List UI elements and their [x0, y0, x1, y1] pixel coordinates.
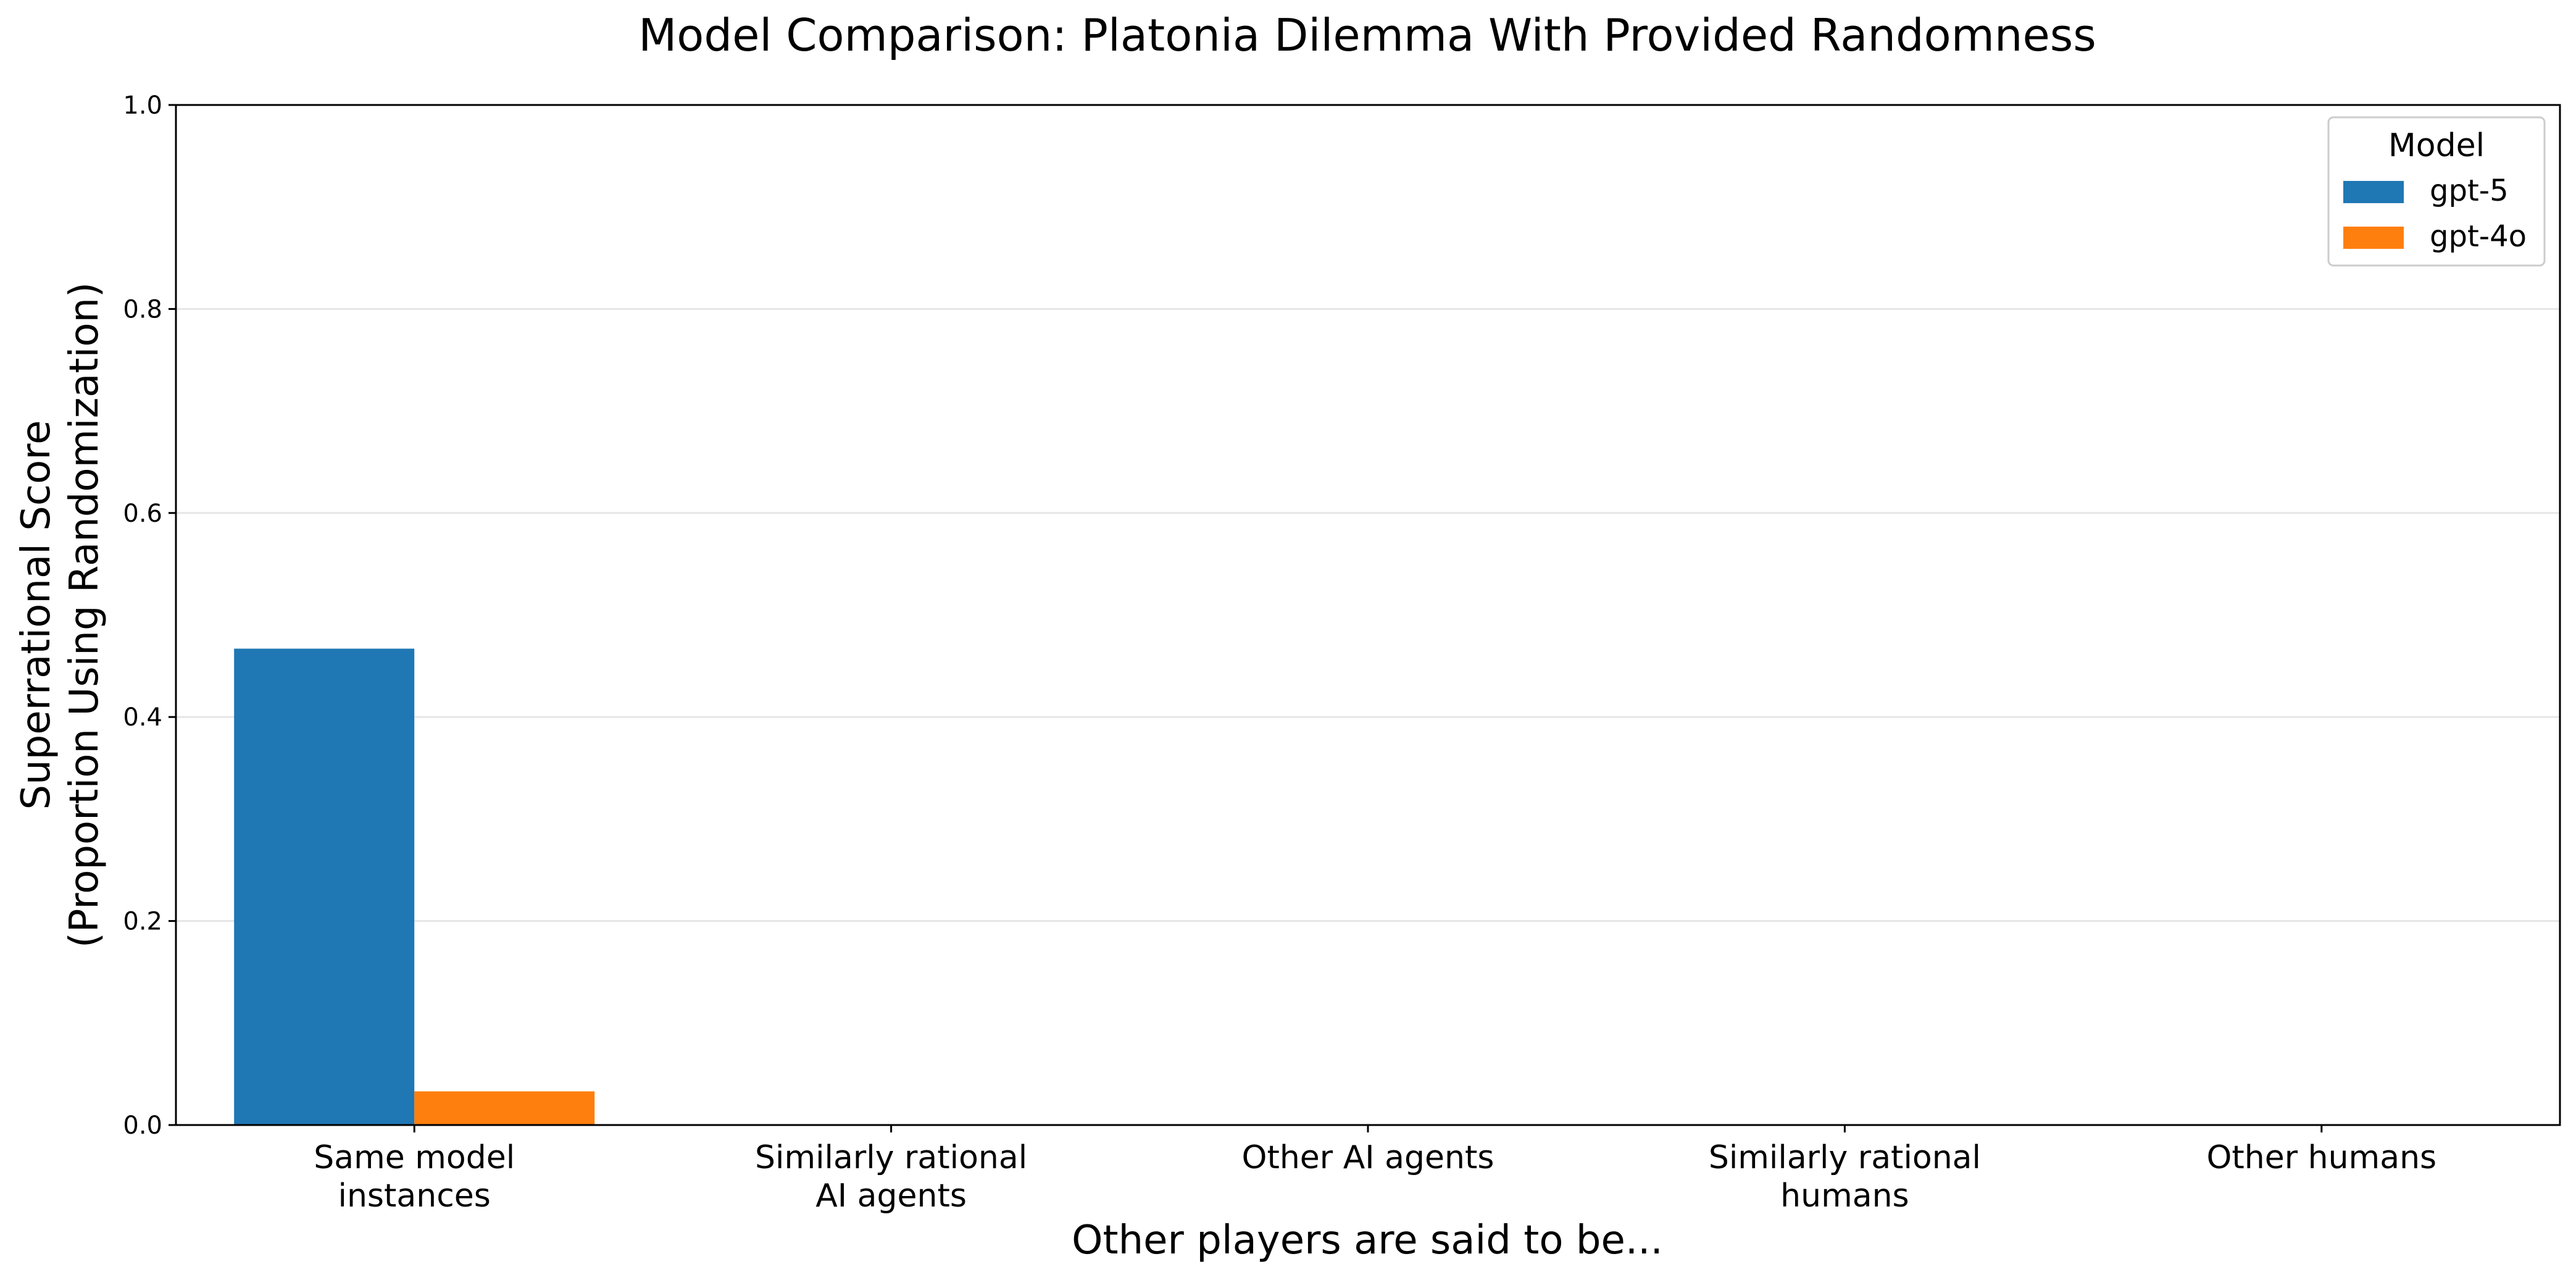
- bar-gpt-4o: [414, 1091, 595, 1125]
- y-tick-label: 0.2: [123, 908, 162, 936]
- y-axis-label: Superrational Score (Proportion Using Ra…: [14, 282, 107, 948]
- x-tick-label: humans: [1780, 1178, 1909, 1215]
- x-tick-label: Other AI agents: [1242, 1139, 1494, 1176]
- y-axis-ticks: 0.0 0.2 0.4 0.6 0.8 1.0: [123, 91, 176, 1140]
- gridlines: [176, 307, 2560, 922]
- legend-title: Model: [2388, 127, 2485, 164]
- legend-label: gpt-4o: [2430, 219, 2527, 254]
- legend: Model gpt-5 gpt-4o: [2327, 116, 2546, 267]
- y-axis-label-line-2: (Proportion Using Randomization): [62, 282, 107, 948]
- x-tick-label: Same model: [314, 1139, 515, 1176]
- x-tick-label: Similarly rational: [755, 1139, 1027, 1176]
- y-tick-label: 0.6: [123, 500, 162, 528]
- x-tick-label: AI agents: [815, 1178, 967, 1215]
- bars: [234, 648, 595, 1125]
- legend-label: gpt-5: [2430, 174, 2509, 208]
- legend-swatch: [2343, 227, 2404, 249]
- y-tick-label: 0.0: [123, 1111, 162, 1140]
- chart-title: Model Comparison: Platonia Dilemma With …: [638, 9, 2096, 61]
- x-axis-label: Other players are said to be...: [1072, 1218, 1663, 1263]
- x-tick-label: instances: [338, 1178, 491, 1215]
- y-tick-label: 0.4: [123, 703, 162, 732]
- y-tick-label: 0.8: [123, 295, 162, 324]
- y-axis-label-line-1: Superrational Score: [14, 420, 59, 809]
- legend-swatch: [2343, 181, 2404, 203]
- plot-frame: [175, 104, 2561, 1126]
- x-tick-label: Other humans: [2206, 1139, 2436, 1176]
- bar-gpt-5: [234, 648, 415, 1125]
- x-tick-label: Similarly rational: [1709, 1139, 1981, 1176]
- y-tick-label: 1.0: [123, 91, 162, 120]
